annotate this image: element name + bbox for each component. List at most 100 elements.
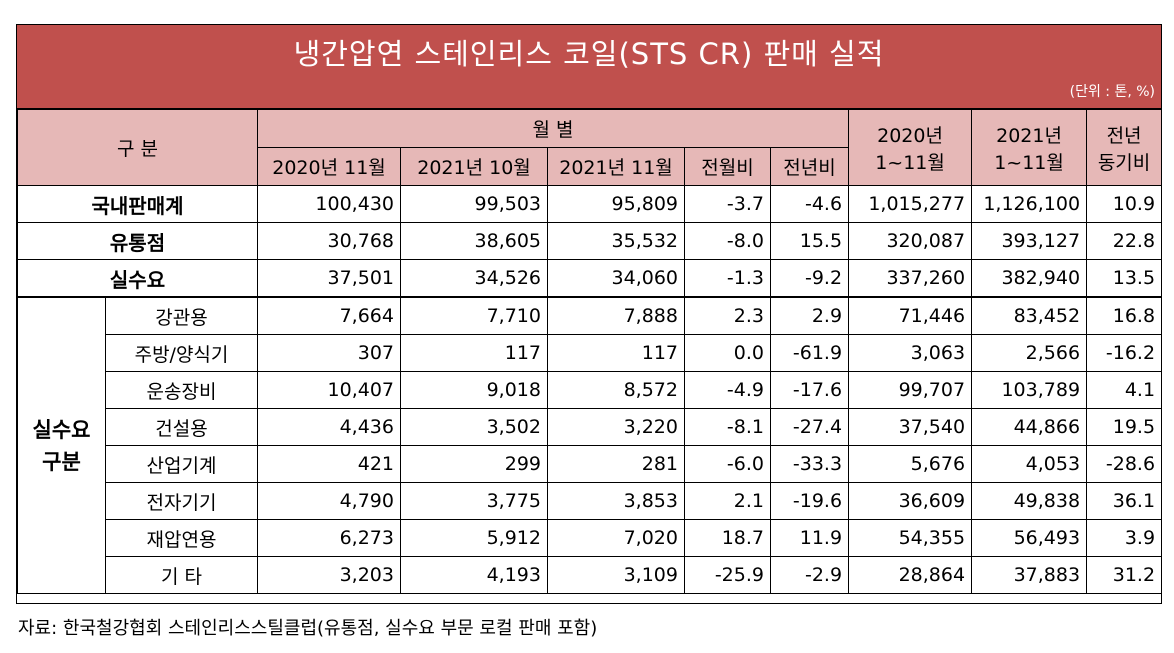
table-row: 유통점 30,768 38,605 35,532 -8.0 15.5 320,0… bbox=[17, 222, 1163, 260]
table-cell: 95,809 bbox=[547, 185, 685, 223]
table-cell: 4,053 bbox=[971, 445, 1088, 483]
row-label: 유통점 bbox=[17, 222, 258, 260]
table-cell: 103,789 bbox=[971, 371, 1088, 409]
table-cell: 38,605 bbox=[400, 222, 548, 260]
table-cell: -28.6 bbox=[1086, 445, 1163, 483]
table-cell: -19.6 bbox=[769, 482, 850, 520]
table-cell: 3,775 bbox=[400, 482, 548, 520]
group-label: 실수요 구분 bbox=[17, 296, 106, 594]
row-label: 강관용 bbox=[105, 296, 258, 335]
table-cell: -33.3 bbox=[769, 445, 850, 483]
table-cell: -4.9 bbox=[684, 371, 771, 409]
header-cum-2020: 2020년 1~11월 bbox=[848, 109, 973, 186]
table-cell: 36.1 bbox=[1086, 482, 1163, 520]
row-label: 국내판매계 bbox=[17, 185, 258, 223]
header-cum-2021: 2021년 1~11월 bbox=[971, 109, 1088, 186]
row-label: 산업기계 bbox=[105, 445, 258, 483]
table-cell: 36,609 bbox=[848, 482, 973, 520]
header-cum-2020-line1: 2020년 bbox=[877, 124, 943, 147]
row-label: 건설용 bbox=[105, 408, 258, 446]
header-cum-2021-line2: 1~11월 bbox=[994, 151, 1064, 174]
table-cell: -6.0 bbox=[684, 445, 771, 483]
table-cell: 3,203 bbox=[257, 556, 401, 594]
table-cell: 320,087 bbox=[848, 222, 973, 260]
table-cell: 37,501 bbox=[257, 259, 401, 298]
header-yoy-line1: 전년 bbox=[1106, 124, 1142, 147]
table-cell: 8,572 bbox=[547, 371, 685, 409]
table-body: 국내판매계 100,430 99,503 95,809 -3.7 -4.6 1,… bbox=[17, 185, 1163, 594]
sales-table: 구 분 월 별 2020년 1~11월 2021년 1~11월 전년 동기비 2… bbox=[17, 109, 1163, 594]
table-cell: -2.9 bbox=[769, 556, 850, 594]
table-cell: 11.9 bbox=[769, 519, 850, 557]
table-cell: 1,015,277 bbox=[848, 185, 973, 223]
table-cell: 10,407 bbox=[257, 371, 401, 409]
table-cell: -16.2 bbox=[1086, 334, 1163, 372]
table-cell: 34,526 bbox=[400, 259, 548, 298]
row-label: 운송장비 bbox=[105, 371, 258, 409]
header-mom: 전월비 bbox=[684, 147, 771, 186]
table-cell: 4,790 bbox=[257, 482, 401, 520]
table-cell: 281 bbox=[547, 445, 685, 483]
table-cell: 3,109 bbox=[547, 556, 685, 594]
table-cell: -8.0 bbox=[684, 222, 771, 260]
table-row: 전자기기 4,790 3,775 3,853 2.1 -19.6 36,609 … bbox=[18, 482, 1163, 520]
table-cell: 71,446 bbox=[848, 296, 973, 335]
table-cell: 3.9 bbox=[1086, 519, 1163, 557]
header-yoy-line2: 동기비 bbox=[1097, 151, 1151, 174]
table-cell: 30,768 bbox=[257, 222, 401, 260]
table-cell: -8.1 bbox=[684, 408, 771, 446]
table-row: 산업기계 421 299 281 -6.0 -33.3 5,676 4,053 … bbox=[18, 445, 1163, 483]
table-cell: 307 bbox=[257, 334, 401, 372]
row-label: 주방/양식기 bbox=[105, 334, 258, 372]
table-cell: -27.4 bbox=[769, 408, 850, 446]
table-cell: 16.8 bbox=[1086, 296, 1163, 335]
header-month-2021-11: 2021년 11월 bbox=[547, 147, 685, 186]
table-cell: 4,436 bbox=[257, 408, 401, 446]
table-cell: 7,710 bbox=[400, 296, 548, 335]
table-row: 실수요 37,501 34,526 34,060 -1.3 -9.2 337,2… bbox=[17, 259, 1163, 298]
report-title: 냉간압연 스테인리스 코일(STS CR) 판매 실적 bbox=[293, 37, 885, 71]
table-cell: 4,193 bbox=[400, 556, 548, 594]
table-row: 실수요 구분 강관용 7,664 7,710 7,888 2.3 2.9 71,… bbox=[17, 296, 1163, 594]
table-cell: 56,493 bbox=[971, 519, 1088, 557]
table-cell: -17.6 bbox=[769, 371, 850, 409]
table-cell: 7,664 bbox=[257, 296, 401, 335]
table-cell: 34,060 bbox=[547, 259, 685, 298]
unit-note: (단위 : 톤, %) bbox=[1069, 84, 1155, 100]
table-cell: 44,866 bbox=[971, 408, 1088, 446]
table-cell: 3,063 bbox=[848, 334, 973, 372]
table-cell: 421 bbox=[257, 445, 401, 483]
table-cell: 83,452 bbox=[971, 296, 1088, 335]
header-cum-2020-line2: 1~11월 bbox=[875, 151, 945, 174]
table-cell: 6,273 bbox=[257, 519, 401, 557]
group-label-line2: 구분 bbox=[42, 449, 81, 474]
header-category: 구 분 bbox=[17, 109, 258, 186]
table-cell: 4.1 bbox=[1086, 371, 1163, 409]
table-cell: 5,912 bbox=[400, 519, 548, 557]
row-label: 전자기기 bbox=[105, 482, 258, 520]
title-bar: 냉간압연 스테인리스 코일(STS CR) 판매 실적 (단위 : 톤, %) bbox=[17, 25, 1161, 109]
table-cell: 15.5 bbox=[769, 222, 850, 260]
table-cell: 7,020 bbox=[547, 519, 685, 557]
table-cell: 19.5 bbox=[1086, 408, 1163, 446]
table-cell: 9,018 bbox=[400, 371, 548, 409]
table-row: 국내판매계 100,430 99,503 95,809 -3.7 -4.6 1,… bbox=[17, 185, 1163, 223]
table-cell: 3,220 bbox=[547, 408, 685, 446]
table-row: 건설용 4,436 3,502 3,220 -8.1 -27.4 37,540 … bbox=[18, 408, 1163, 446]
table-cell: 18.7 bbox=[684, 519, 771, 557]
table-cell: -1.3 bbox=[684, 259, 771, 298]
table-cell: 1,126,100 bbox=[971, 185, 1088, 223]
table-cell: 3,853 bbox=[547, 482, 685, 520]
table-header: 구 분 월 별 2020년 1~11월 2021년 1~11월 전년 동기비 2… bbox=[17, 109, 1163, 186]
header-cum-2021-line1: 2021년 bbox=[996, 124, 1062, 147]
table-cell: 393,127 bbox=[971, 222, 1088, 260]
table-cell: 35,532 bbox=[547, 222, 685, 260]
table-row: 재압연용 6,273 5,912 7,020 18.7 11.9 54,355 … bbox=[18, 519, 1163, 557]
table-cell: -4.6 bbox=[769, 185, 850, 223]
table-cell: 99,503 bbox=[400, 185, 548, 223]
table-row: 운송장비 10,407 9,018 8,572 -4.9 -17.6 99,70… bbox=[18, 371, 1163, 409]
table-cell: 100,430 bbox=[257, 185, 401, 223]
table-cell: 22.8 bbox=[1086, 222, 1163, 260]
table-cell: -25.9 bbox=[684, 556, 771, 594]
table-cell: 31.2 bbox=[1086, 556, 1163, 594]
